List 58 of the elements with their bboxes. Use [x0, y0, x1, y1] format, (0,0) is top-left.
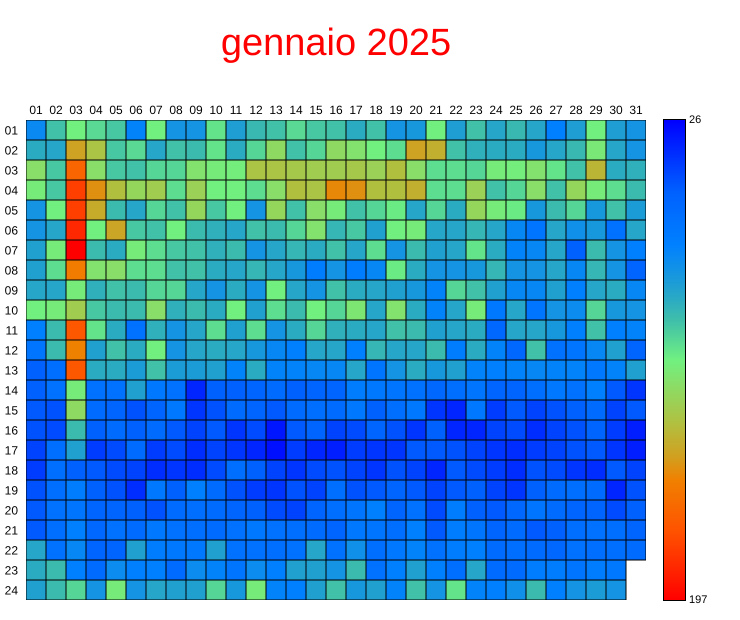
x-tick-label: 17 [349, 103, 363, 117]
y-tick-label: 05 [4, 203, 18, 218]
y-tick-label: 08 [4, 263, 18, 278]
x-tick-label: 01 [29, 103, 43, 117]
y-tick-label: 15 [4, 403, 18, 418]
y-tick-label: 20 [4, 503, 18, 518]
x-tick-label: 18 [369, 103, 383, 117]
y-tick-label: 10 [4, 303, 18, 318]
y-tick-label: 22 [4, 543, 18, 558]
y-tick-label: 24 [4, 583, 18, 598]
x-tick-label: 20 [409, 103, 423, 117]
y-tick-label: 21 [4, 523, 18, 538]
y-tick-label: 17 [4, 443, 18, 458]
x-tick-label: 25 [509, 103, 523, 117]
x-tick-label: 07 [149, 103, 163, 117]
x-tick-label: 23 [469, 103, 483, 117]
y-tick-label: 04 [4, 183, 18, 198]
x-tick-label: 04 [89, 103, 103, 117]
x-tick-label: 02 [49, 103, 63, 117]
x-tick-label: 06 [129, 103, 143, 117]
x-tick-label: 27 [549, 103, 563, 117]
x-tick-label: 30 [609, 103, 623, 117]
y-tick-label: 07 [4, 243, 18, 258]
y-tick-label: 01 [4, 123, 18, 138]
y-tick-label: 16 [4, 423, 18, 438]
x-tick-label: 31 [629, 103, 643, 117]
y-tick-label: 11 [6, 323, 18, 338]
y-tick-label: 13 [4, 363, 18, 378]
x-tick-label: 14 [289, 103, 303, 117]
x-tick-label: 19 [389, 103, 403, 117]
y-tick-label: 06 [4, 223, 18, 238]
x-tick-label: 09 [189, 103, 203, 117]
x-tick-label: 16 [329, 103, 343, 117]
x-tick-label: 05 [109, 103, 123, 117]
x-tick-label: 26 [529, 103, 543, 117]
y-tick-label: 03 [4, 163, 18, 178]
x-tick-label: 15 [309, 103, 323, 117]
y-tick-label: 18 [4, 463, 18, 478]
x-tick-label: 13 [269, 103, 283, 117]
x-tick-label: 08 [169, 103, 183, 117]
chart-title: gennaio 2025 [220, 22, 452, 65]
y-tick-label: 02 [4, 143, 18, 158]
color-bar-label: 26 [689, 114, 702, 126]
x-tick-label: 11 [230, 103, 243, 117]
x-tick-label: 03 [69, 103, 83, 117]
x-tick-label: 21 [429, 103, 443, 117]
y-tick-label: 14 [4, 383, 18, 398]
y-tick-label: 12 [4, 343, 18, 358]
y-tick-label: 19 [4, 483, 18, 498]
x-tick-label: 28 [569, 103, 583, 117]
x-tick-label: 12 [249, 103, 263, 117]
x-tick-label: 10 [209, 103, 223, 117]
y-tick-label: 09 [4, 283, 18, 298]
y-tick-label: 23 [4, 563, 18, 578]
x-tick-label: 29 [589, 103, 603, 117]
x-tick-label: 24 [489, 103, 503, 117]
color-bar-label: 197 [689, 594, 708, 606]
x-tick-label: 22 [449, 103, 463, 117]
